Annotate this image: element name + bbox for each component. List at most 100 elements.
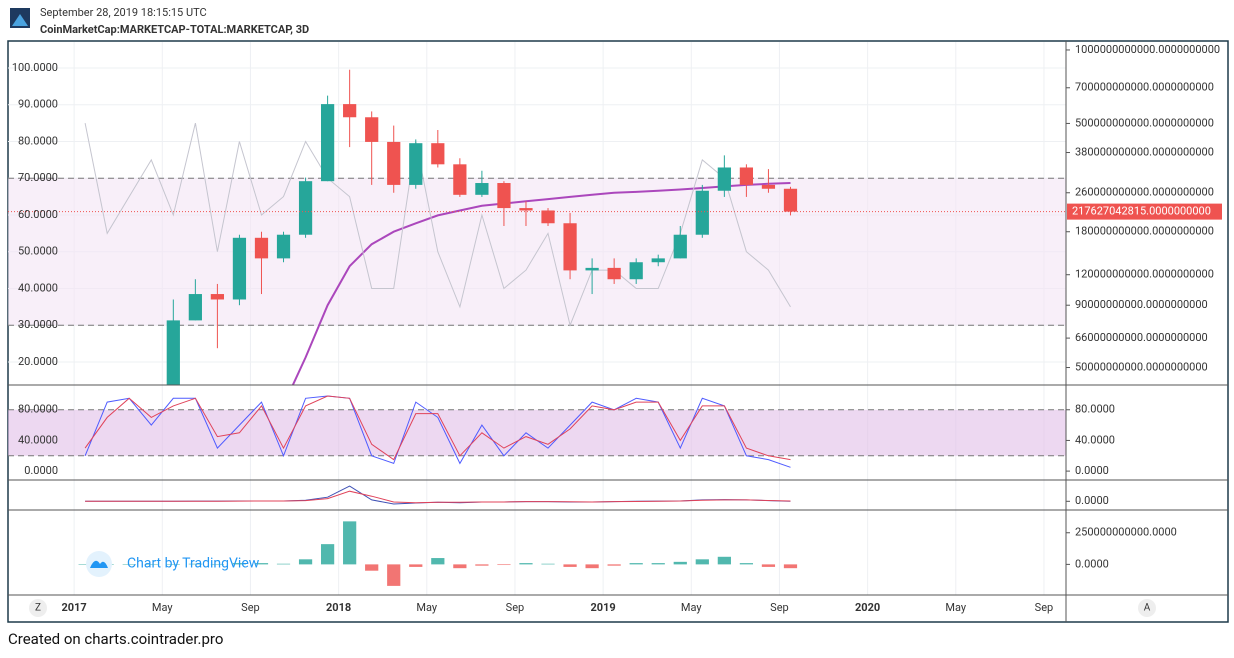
histogram-bar bbox=[122, 564, 136, 565]
histogram-bar bbox=[563, 564, 577, 567]
x-tick-label: 2017 bbox=[62, 601, 87, 614]
histogram-bar bbox=[607, 564, 621, 566]
candle-body bbox=[276, 234, 291, 259]
candle-body bbox=[101, 456, 114, 468]
x-tick-label: Sep bbox=[506, 601, 525, 614]
y-tick-label: 40.0000 bbox=[1075, 433, 1115, 446]
x-tick-label: 2018 bbox=[326, 601, 351, 614]
y-tick-label: 700000000000.0000000000 bbox=[1075, 81, 1214, 94]
y2-tick-label: 50.0000 bbox=[18, 245, 58, 258]
watermark bbox=[86, 551, 112, 577]
y2-tick-label: 90.0000 bbox=[18, 98, 58, 111]
y-tick-label: 40.0000 bbox=[18, 433, 58, 446]
line bbox=[84, 122, 791, 327]
histogram-bar bbox=[519, 563, 533, 565]
candle-body bbox=[453, 164, 467, 195]
histogram-bar bbox=[232, 563, 247, 565]
histogram-bar bbox=[431, 558, 445, 565]
x-tick-label: May bbox=[681, 601, 703, 614]
footer: Created on charts.cointrader.pro bbox=[8, 630, 223, 648]
symbol: CoinMarketCap:MARKETCAP-TOTAL:MARKETCAP,… bbox=[40, 23, 309, 36]
histogram-bar bbox=[78, 564, 92, 565]
y-tick-label: 0.0000 bbox=[1075, 464, 1109, 477]
y-tick-label: 0.0000 bbox=[24, 464, 58, 477]
y2-tick-label: 80.0000 bbox=[18, 134, 58, 147]
button[interactable]: A bbox=[1144, 603, 1151, 614]
logo bbox=[10, 8, 30, 28]
histogram-bar bbox=[453, 564, 467, 569]
y-tick-label: 260000000000.0000000000 bbox=[1075, 186, 1214, 199]
y-tick-label: 380000000000.0000000000 bbox=[1075, 145, 1214, 158]
last-price-box bbox=[1067, 203, 1222, 220]
candle-body bbox=[232, 237, 247, 300]
button-bg[interactable] bbox=[29, 599, 47, 617]
histogram-bar bbox=[541, 563, 555, 565]
y2-tick-label: 100.0000 bbox=[12, 61, 58, 74]
x-tick-label: Sep bbox=[241, 601, 260, 614]
band bbox=[8, 409, 1066, 456]
candle-body bbox=[79, 468, 92, 477]
histogram-bar bbox=[475, 564, 489, 566]
y-tick-label: 80.0000 bbox=[18, 403, 58, 416]
histogram-bar bbox=[254, 563, 269, 565]
timestamp: September 28, 2019 18:15:15 UTC bbox=[40, 6, 207, 19]
histogram-bar bbox=[695, 559, 709, 565]
y2-tick-label: 60.0000 bbox=[18, 208, 58, 221]
candle-body bbox=[387, 141, 401, 185]
line bbox=[291, 182, 791, 385]
histogram-bar bbox=[210, 564, 225, 565]
candle-body bbox=[673, 234, 687, 259]
histogram-bar bbox=[717, 556, 731, 565]
candle-body bbox=[607, 267, 621, 280]
candle-body bbox=[320, 104, 335, 182]
last-price-label: 217627042815.0000000000 bbox=[1072, 205, 1211, 218]
frame bbox=[7, 40, 1229, 623]
candle-body bbox=[563, 223, 577, 271]
candle-body bbox=[761, 184, 776, 189]
histogram-bar bbox=[629, 563, 643, 565]
y-tick-label: 0.0000 bbox=[1075, 557, 1109, 570]
y-tick-label: 500000000000.0000000000 bbox=[1075, 116, 1214, 129]
candle-body bbox=[298, 181, 313, 235]
histogram-bar bbox=[761, 564, 776, 567]
watermark-text: Chart by TradingView bbox=[127, 556, 260, 572]
y-tick-label: 180000000000.0000000000 bbox=[1075, 225, 1214, 238]
y2-tick-label: 40.0000 bbox=[18, 281, 58, 294]
x-tick-label: May bbox=[416, 601, 438, 614]
histogram-bar bbox=[739, 563, 754, 565]
candle-body bbox=[409, 143, 423, 185]
candle-body bbox=[651, 258, 665, 263]
candle-body bbox=[497, 183, 511, 209]
histogram-bar bbox=[585, 564, 599, 569]
x-tick-label: Sep bbox=[1035, 601, 1054, 614]
histogram-bar bbox=[497, 564, 511, 566]
histogram-bar bbox=[783, 564, 798, 569]
y-tick-label: 1000000000000.0000000000 bbox=[1075, 43, 1220, 56]
histogram-bar bbox=[651, 563, 665, 565]
y-tick-label: 250000000000.0000 bbox=[1075, 526, 1177, 539]
candle-body bbox=[475, 183, 489, 195]
line bbox=[84, 395, 791, 461]
histogram-bar bbox=[276, 563, 291, 565]
histogram-bar bbox=[673, 561, 687, 565]
x-tick-label: Sep bbox=[770, 601, 789, 614]
y-tick-label: 90000000000.0000000000 bbox=[1075, 298, 1208, 311]
x-tick-label: 2020 bbox=[855, 601, 880, 614]
x-tick-label: 2019 bbox=[591, 601, 616, 614]
histogram-bar bbox=[166, 564, 180, 565]
candle-body bbox=[254, 237, 269, 259]
x-tick-label: May bbox=[945, 601, 967, 614]
y-tick-label: 66000000000.0000000000 bbox=[1075, 331, 1208, 344]
y-tick-label: 80.0000 bbox=[1075, 403, 1115, 416]
candle-body bbox=[629, 262, 643, 280]
candle-body bbox=[166, 320, 180, 385]
candle-body bbox=[519, 208, 533, 211]
candle-body bbox=[541, 210, 555, 224]
histogram-bar bbox=[409, 564, 423, 567]
line bbox=[85, 490, 791, 504]
y2-tick-label: 30.0000 bbox=[18, 318, 58, 331]
button[interactable]: Z bbox=[35, 603, 41, 614]
candle-body bbox=[210, 294, 225, 300]
button-bg[interactable] bbox=[1138, 599, 1156, 617]
